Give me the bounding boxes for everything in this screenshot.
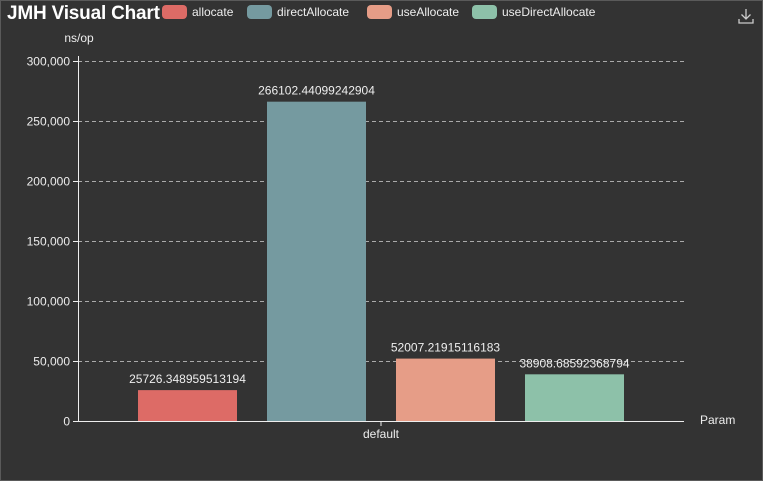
y-tick-label: 50,000 [33,355,70,369]
legend-label-allocate: allocate [192,5,234,19]
bar [267,101,366,422]
legend-item-usedirectallocate[interactable]: useDirectAllocate [472,4,595,20]
legend-swatch-allocate [162,5,187,19]
y-axis-label: ns/op [64,31,94,45]
y-tick-label: 250,000 [27,115,71,129]
y-tick-label: 100,000 [27,295,71,309]
bar [396,358,495,421]
legend-swatch-useallocate [367,5,392,19]
data-label: 266102.44099242904 [258,84,375,98]
legend-label-directallocate: directAllocate [277,5,350,19]
y-tick-label: 200,000 [27,175,71,189]
download-icon[interactable] [737,7,755,25]
legend-item-useallocate[interactable]: useAllocate [367,4,459,20]
x-axis-label: Param [700,413,735,427]
x-tick-label: default [363,427,400,441]
data-label: 52007.21915116183 [391,341,501,355]
chart-title: JMH Visual Chart [7,3,160,24]
legend-swatch-directallocate [247,5,272,19]
download-icon-graphic [738,9,754,24]
bar [525,374,624,421]
bar [138,390,237,421]
data-label: 25726.348959513194 [129,372,246,386]
y-tick-label: 0 [63,415,70,429]
y-tick-label: 150,000 [27,235,71,249]
legend-label-usedirectallocate: useDirectAllocate [502,5,596,19]
legend-swatch-usedirectallocate [472,5,497,19]
legend-item-directallocate[interactable]: directAllocate [247,4,349,20]
legend-label-useallocate: useAllocate [397,5,460,19]
y-tick-label: 300,000 [27,55,71,69]
legend-item-allocate[interactable]: allocate [162,4,233,20]
data-label: 38908.68592368794 [519,356,629,370]
